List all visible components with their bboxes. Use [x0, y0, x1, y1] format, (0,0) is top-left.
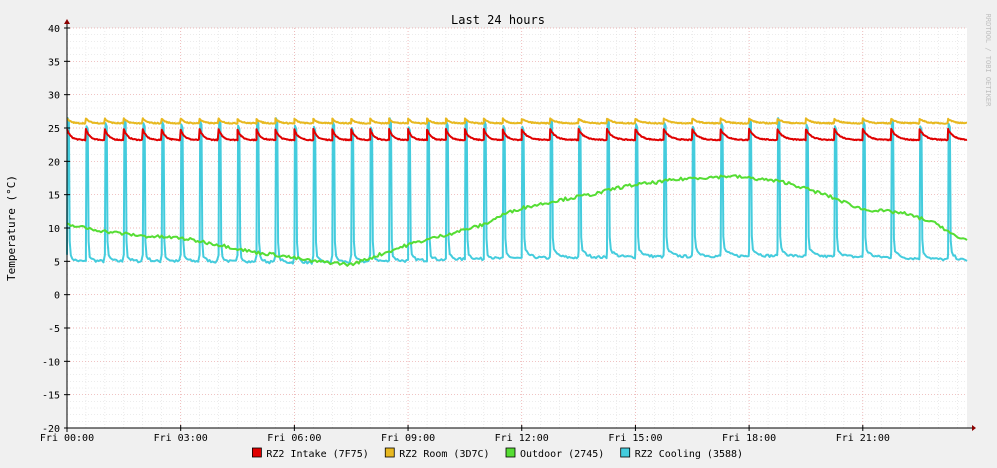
- legend-swatch: [505, 447, 516, 458]
- series-layer: [66, 117, 968, 267]
- x-tick-label: Fri 09:00: [381, 433, 435, 444]
- y-axis-arrow: [64, 19, 70, 24]
- legend-swatch: [251, 447, 262, 458]
- series-line-3: [66, 117, 968, 265]
- x-tick-label: Fri 18:00: [722, 433, 776, 444]
- legend-label: RZ2 Intake (7F75): [266, 449, 368, 460]
- y-tick-label: 0: [54, 291, 60, 302]
- x-tick-label: Fri 15:00: [608, 433, 662, 444]
- x-axis-arrow: [972, 425, 976, 431]
- y-tick-label: 35: [48, 57, 60, 68]
- legend: RZ2 Intake (7F75) RZ2 Room (3D7C) Outdoor …: [251, 447, 743, 460]
- y-tick-label: 10: [48, 224, 60, 235]
- y-tick-label: 30: [48, 91, 60, 102]
- x-tick-label: Fri 06:00: [267, 433, 321, 444]
- x-tick-label: Fri 12:00: [495, 433, 549, 444]
- y-tick-label: 40: [48, 24, 60, 35]
- series-line-1: [66, 117, 968, 125]
- axes: [64, 19, 976, 432]
- y-axis-label: Temperature (°C): [5, 175, 18, 281]
- y-tick-label: -20: [42, 424, 60, 435]
- x-tick-label: Fri 03:00: [154, 433, 208, 444]
- rrdtool-watermark: RRDTOOL / TOBI OETIKER: [984, 14, 992, 108]
- x-tick-label: Fri 00:00: [40, 433, 94, 444]
- legend-swatch: [620, 447, 631, 458]
- legend-label: Outdoor (2745): [520, 449, 604, 460]
- x-tick-label: Fri 21:00: [836, 433, 890, 444]
- y-tick-label: 20: [48, 157, 60, 168]
- y-tick-label: -5: [48, 324, 60, 335]
- y-tick-label: -10: [42, 357, 60, 368]
- y-tick-label: 5: [54, 257, 60, 268]
- chart-title: Last 24 hours: [451, 13, 545, 27]
- y-tick-label: 15: [48, 191, 60, 202]
- grid: [67, 27, 967, 429]
- y-tick-labels: 40 35 30 25 20 15 10 5 0 -5 -10 -15 -20: [42, 24, 60, 435]
- x-tick-labels: Fri 00:00 Fri 03:00 Fri 06:00 Fri 09:00 Fri …: [40, 433, 890, 444]
- legend-swatch: [384, 447, 395, 458]
- y-tick-label: 25: [48, 124, 60, 135]
- series-line-2: [66, 174, 968, 267]
- legend-label: RZ2 Room (3D7C): [399, 449, 489, 460]
- legend-label: RZ2 Cooling (3588): [635, 449, 743, 460]
- series-line-0: [66, 127, 968, 142]
- y-tick-label: -15: [42, 391, 60, 402]
